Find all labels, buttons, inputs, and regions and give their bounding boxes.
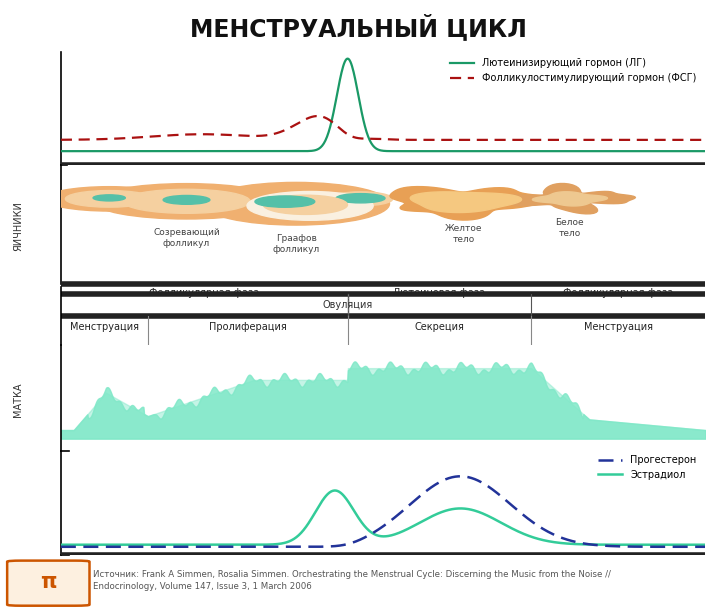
Text: Созревающий
фолликул: Созревающий фолликул — [153, 228, 220, 248]
Ellipse shape — [263, 195, 347, 215]
Polygon shape — [533, 192, 607, 206]
Circle shape — [163, 195, 210, 204]
Text: Пролиферация: Пролиферация — [209, 322, 286, 332]
Text: Лютеиновая фаза: Лютеиновая фаза — [393, 289, 485, 298]
Circle shape — [93, 195, 125, 201]
FancyBboxPatch shape — [7, 561, 90, 606]
Text: Менструация: Менструация — [70, 322, 139, 332]
Text: Белое
тело: Белое тело — [556, 218, 584, 238]
Ellipse shape — [329, 192, 393, 206]
Text: Источник: Frank A Simmen, Rosalia Simmen. Orchestrating the Menstrual Cycle: Dis: Источник: Frank A Simmen, Rosalia Simmen… — [93, 570, 611, 591]
Text: МЕНСТРУАЛЬНЫЙ ЦИКЛ: МЕНСТРУАЛЬНЫЙ ЦИКЛ — [190, 14, 526, 41]
Ellipse shape — [203, 182, 390, 225]
Legend: Прогестерон, Эстрадиол: Прогестерон, Эстрадиол — [594, 451, 700, 484]
Circle shape — [44, 187, 173, 211]
Polygon shape — [390, 187, 551, 220]
Circle shape — [93, 184, 280, 219]
Circle shape — [123, 189, 250, 213]
Polygon shape — [410, 192, 521, 212]
Text: Секреция: Секреция — [415, 322, 465, 332]
Text: Желтое
тело: Желтое тело — [445, 224, 483, 244]
Circle shape — [65, 190, 153, 207]
Polygon shape — [500, 184, 635, 214]
Circle shape — [336, 193, 385, 203]
Text: Фолликулярная фаза: Фолликулярная фаза — [563, 289, 673, 298]
Legend: Лютеинизирующий гормон (ЛГ), Фолликулостимулирующий гормон (ФСГ): Лютеинизирующий гормон (ЛГ), Фолликулост… — [446, 54, 700, 87]
Text: Менструация: Менструация — [584, 322, 653, 332]
Text: Граафов
фолликул: Граафов фолликул — [273, 234, 319, 254]
Text: Фолликулярная фаза: Фолликулярная фаза — [149, 289, 259, 298]
Text: ЯИЧНИКИ: ЯИЧНИКИ — [13, 201, 23, 251]
Ellipse shape — [247, 192, 373, 220]
Text: МАТКА: МАТКА — [13, 382, 23, 417]
Text: π: π — [39, 572, 57, 592]
Circle shape — [255, 196, 315, 207]
Text: Овуляция: Овуляция — [322, 300, 373, 310]
